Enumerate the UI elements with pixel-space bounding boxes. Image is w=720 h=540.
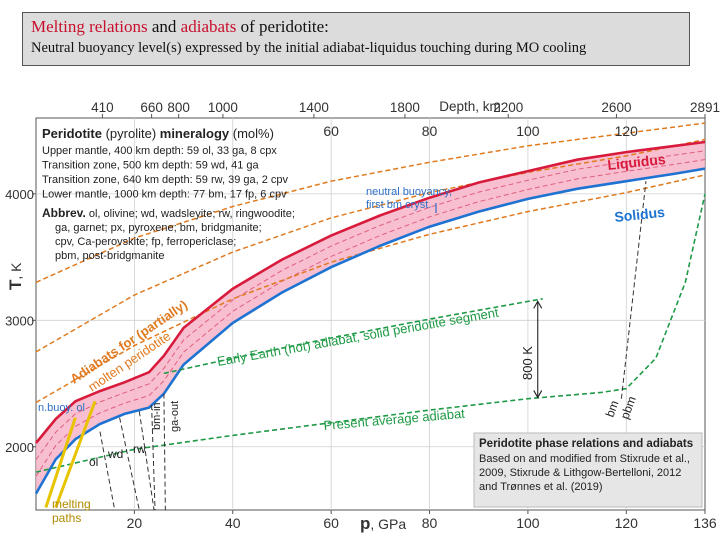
melt-region-fill bbox=[36, 142, 705, 494]
adiabat-molten-line bbox=[35, 122, 706, 284]
phase-boundary-line bbox=[163, 393, 166, 511]
melt-fraction-line bbox=[35, 159, 706, 477]
slide-title: Melting relations and adiabats of perido… bbox=[31, 16, 681, 38]
abbrev-line: ga, garnet; px, pyroxene; bm, bridgmanit… bbox=[55, 222, 262, 234]
neutral-buoyancy-label: first bm cryst. bbox=[366, 199, 431, 211]
title-part-4: of peridotite: bbox=[236, 17, 329, 36]
mineralogy-line: Upper mantle, 400 km depth: 59 ol, 33 ga… bbox=[42, 145, 277, 157]
x-tick-label: 100 bbox=[516, 515, 540, 531]
x-tick-label: 60 bbox=[323, 515, 339, 531]
mineralogy-line: Transition zone, 500 km depth: 59 wd, 41… bbox=[42, 160, 260, 172]
source-box bbox=[473, 432, 703, 508]
depth-tick-label: 410 bbox=[91, 100, 114, 115]
x-tick-label: 20 bbox=[127, 515, 143, 531]
melt-fraction-line bbox=[35, 150, 706, 460]
depth-tick-label: 660 bbox=[140, 100, 163, 115]
title-part-1: Melting relations bbox=[31, 17, 148, 36]
x-axis-label: p, GPa bbox=[360, 514, 406, 533]
pressure-inner-label: 100 bbox=[516, 123, 540, 139]
mineralogy-line: Transition zone, 640 km depth: 59 rw, 39… bbox=[42, 174, 289, 186]
depth-tick-label: 1000 bbox=[208, 100, 238, 115]
adiabat-molten-line bbox=[35, 174, 706, 404]
n-buoy-ol-label: n.buoy. ol bbox=[38, 402, 85, 414]
source-box-title: Peridotite phase relations and adiabats bbox=[479, 438, 693, 450]
melting-paths-label: melting bbox=[52, 497, 91, 511]
phase-ga-out-label: ga-out bbox=[169, 401, 181, 432]
y-tick-label: 2000 bbox=[5, 440, 34, 455]
early-earth-adiabat-line bbox=[163, 298, 543, 375]
title-part-2: and bbox=[147, 17, 181, 36]
mineralogy-line: Lower mantle, 1000 km depth: 77 bm, 17 f… bbox=[42, 189, 287, 201]
solidus-label: Solidus bbox=[614, 204, 666, 225]
present-adiabat-line bbox=[35, 193, 706, 473]
mineralogy-title: Peridotite (pyrolite) mineralogy (mol%) bbox=[42, 126, 274, 141]
phase-wd-label: wd bbox=[107, 447, 123, 461]
adiabat-molten-line bbox=[35, 138, 706, 353]
depth-tick-label: 1800 bbox=[390, 100, 420, 115]
phase-bm-label: bm bbox=[603, 399, 622, 419]
curves-layer bbox=[34, 122, 706, 511]
title-part-3: adiabats bbox=[180, 17, 237, 36]
depth-tick-label: 2891 bbox=[690, 100, 720, 115]
source-box-line: Based on and modified from Stixrude et a… bbox=[479, 453, 690, 465]
abbrev-line: Abbrev. ol, olivine; wd, wadsleyite; rw,… bbox=[42, 206, 295, 220]
source-box-line: and Trønnes et al. (2019) bbox=[479, 481, 603, 493]
y-tick-label: 3000 bbox=[5, 313, 34, 328]
pressure-inner-label: 60 bbox=[323, 123, 339, 139]
solidus-line bbox=[34, 167, 706, 495]
phase-ol-label: ol bbox=[89, 455, 98, 469]
delta-label: 800 K bbox=[520, 346, 535, 380]
phase-bm-in-label: bm-in bbox=[151, 402, 163, 430]
melting-path-line bbox=[54, 400, 97, 508]
slide-subtitle: Neutral buoyancy level(s) expressed by t… bbox=[31, 40, 587, 56]
phase-rw-label: rw bbox=[133, 442, 146, 456]
x-tick-label: 40 bbox=[225, 515, 241, 531]
pressure-inner-label: 120 bbox=[615, 123, 639, 139]
melting-paths-label: paths bbox=[52, 511, 81, 525]
liquidus-line bbox=[34, 140, 706, 444]
liquidus-label: Liquidus bbox=[607, 151, 667, 173]
depth-axis-label: Depth, km bbox=[439, 99, 501, 114]
depth-tick-label: 2600 bbox=[601, 100, 631, 115]
y-axis-label: T, K bbox=[6, 262, 25, 290]
title-banner: Melting relations and adiabats of perido… bbox=[22, 12, 690, 66]
depth-tick-label: 2200 bbox=[493, 100, 523, 115]
axes-layer: 20 40 60 80 100 120 136 2000 3000 4000 410 660 800 10… bbox=[5, 99, 720, 533]
phase-boundary-line bbox=[151, 405, 156, 511]
x-tick-label: 120 bbox=[615, 515, 639, 531]
neutral-buoyancy-label: neutral buoyancy, bbox=[366, 186, 452, 198]
x-tick-label: 80 bbox=[422, 515, 438, 531]
phase-boundary-line bbox=[620, 181, 647, 399]
abbrev-line: cpv, Ca-perovskite; fp, ferropericlase; bbox=[55, 236, 236, 248]
pressure-inner-label: 80 bbox=[422, 123, 438, 139]
arrow-head-up bbox=[533, 300, 543, 309]
phase-boundary-line bbox=[99, 431, 116, 511]
arrow-head-down bbox=[533, 390, 543, 399]
abbrev-line: pbm, post-bridgmanite bbox=[55, 250, 164, 262]
y-tick-label: 4000 bbox=[5, 187, 34, 202]
x-tick-label: 136 bbox=[693, 515, 717, 531]
phase-boundary-line bbox=[138, 411, 155, 511]
depth-tick-label: 1400 bbox=[299, 100, 329, 115]
melting-path-line bbox=[44, 417, 77, 508]
source-box-line: 2009, Stixrude & Lithgow-Bertelloni, 201… bbox=[479, 467, 681, 479]
melt-region bbox=[35, 142, 706, 494]
depth-tick-label: 800 bbox=[167, 100, 190, 115]
